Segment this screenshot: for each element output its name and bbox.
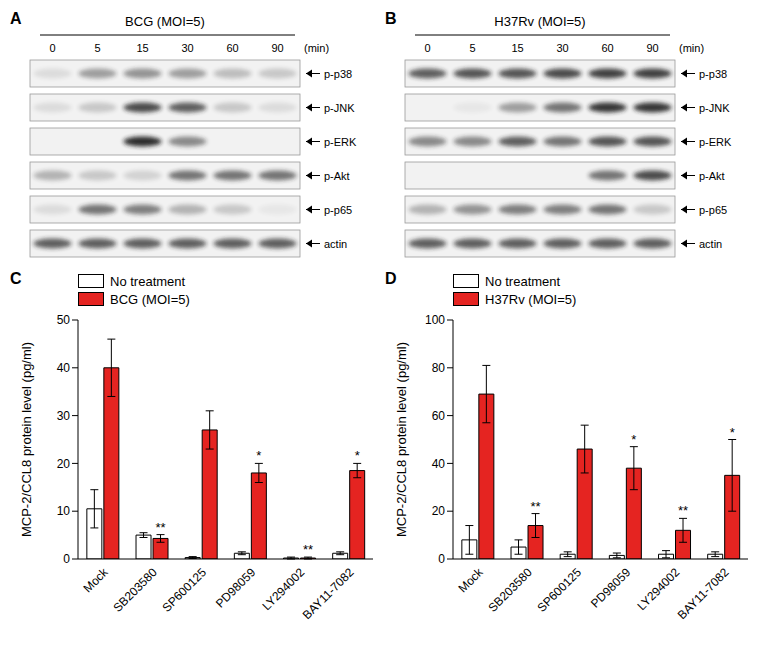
svg-text:Mock: Mock xyxy=(81,565,112,596)
svg-text:**: ** xyxy=(530,499,540,514)
svg-text:40: 40 xyxy=(57,361,71,375)
svg-text:p-ERK: p-ERK xyxy=(699,136,732,148)
svg-text:50: 50 xyxy=(57,313,71,327)
svg-text:SP600125: SP600125 xyxy=(535,565,585,615)
svg-text:60: 60 xyxy=(226,42,238,54)
svg-text:0: 0 xyxy=(424,42,430,54)
svg-text:*: * xyxy=(355,448,360,463)
svg-text:p-Akt: p-Akt xyxy=(324,170,350,182)
html-text:C: C xyxy=(10,270,22,287)
svg-text:60: 60 xyxy=(432,409,446,423)
svg-text:p-p38: p-p38 xyxy=(324,68,352,80)
svg-text:60: 60 xyxy=(601,42,613,54)
svg-text:LY294002: LY294002 xyxy=(259,565,307,613)
svg-text:PD98059: PD98059 xyxy=(588,565,634,611)
svg-text:20: 20 xyxy=(57,457,71,471)
html-text:D: D xyxy=(385,270,397,287)
svg-text:A: A xyxy=(10,10,22,27)
svg-text:0: 0 xyxy=(438,552,445,566)
svg-text:*: * xyxy=(730,425,735,440)
svg-text:BAY11-7082: BAY11-7082 xyxy=(675,565,732,622)
svg-text:**: ** xyxy=(678,503,688,518)
svg-text:p-ERK: p-ERK xyxy=(324,136,357,148)
svg-text:*: * xyxy=(256,448,261,463)
svg-text:(min): (min) xyxy=(304,42,329,54)
svg-text:100: 100 xyxy=(425,313,445,327)
svg-text:0: 0 xyxy=(49,42,55,54)
svg-text:p-p65: p-p65 xyxy=(699,204,727,216)
svg-text:actin: actin xyxy=(324,238,347,250)
svg-text:Mock: Mock xyxy=(456,565,487,596)
svg-text:p-p38: p-p38 xyxy=(699,68,727,80)
svg-text:10: 10 xyxy=(57,504,71,518)
svg-text:SB203580: SB203580 xyxy=(110,565,160,615)
svg-text:5: 5 xyxy=(94,42,100,54)
svg-text:15: 15 xyxy=(511,42,523,54)
svg-text:20: 20 xyxy=(432,504,446,518)
svg-text:p-Akt: p-Akt xyxy=(699,170,725,182)
svg-text:BAY11-7082: BAY11-7082 xyxy=(300,565,357,622)
svg-text:15: 15 xyxy=(136,42,148,54)
svg-text:LY294002: LY294002 xyxy=(634,565,682,613)
svg-text:5: 5 xyxy=(469,42,475,54)
svg-text:30: 30 xyxy=(181,42,193,54)
svg-text:MCP-2/CCL8 protein level (pg/m: MCP-2/CCL8 protein level (pg/ml) xyxy=(19,342,34,537)
svg-text:H37Rv (MOI=5): H37Rv (MOI=5) xyxy=(494,14,585,29)
svg-text:PD98059: PD98059 xyxy=(213,565,259,611)
svg-text:**: ** xyxy=(155,520,165,535)
svg-text:30: 30 xyxy=(556,42,568,54)
svg-text:80: 80 xyxy=(432,361,446,375)
svg-text:(min): (min) xyxy=(679,42,704,54)
svg-text:40: 40 xyxy=(432,457,446,471)
html-text:BCG (MOI=5): BCG (MOI=5) xyxy=(110,291,190,307)
svg-text:BCG (MOI=5): BCG (MOI=5) xyxy=(125,14,205,29)
html-text:No treatment: No treatment xyxy=(110,273,186,289)
svg-text:0: 0 xyxy=(63,552,70,566)
svg-text:90: 90 xyxy=(271,42,283,54)
svg-text:B: B xyxy=(385,10,397,27)
html-text:H37Rv (MOI=5): H37Rv (MOI=5) xyxy=(485,291,577,307)
svg-text:SP600125: SP600125 xyxy=(160,565,210,615)
svg-text:MCP-2/CCL8 protein level (pg/m: MCP-2/CCL8 protein level (pg/ml) xyxy=(394,342,409,537)
svg-text:SB203580: SB203580 xyxy=(485,565,535,615)
svg-text:*: * xyxy=(631,432,636,447)
html-text:No treatment: No treatment xyxy=(485,273,561,289)
svg-text:p-JNK: p-JNK xyxy=(699,102,730,114)
svg-text:p-p65: p-p65 xyxy=(324,204,352,216)
svg-text:90: 90 xyxy=(646,42,658,54)
svg-text:**: ** xyxy=(303,542,313,557)
svg-text:actin: actin xyxy=(699,238,722,250)
svg-text:p-JNK: p-JNK xyxy=(324,102,355,114)
svg-text:30: 30 xyxy=(57,409,71,423)
